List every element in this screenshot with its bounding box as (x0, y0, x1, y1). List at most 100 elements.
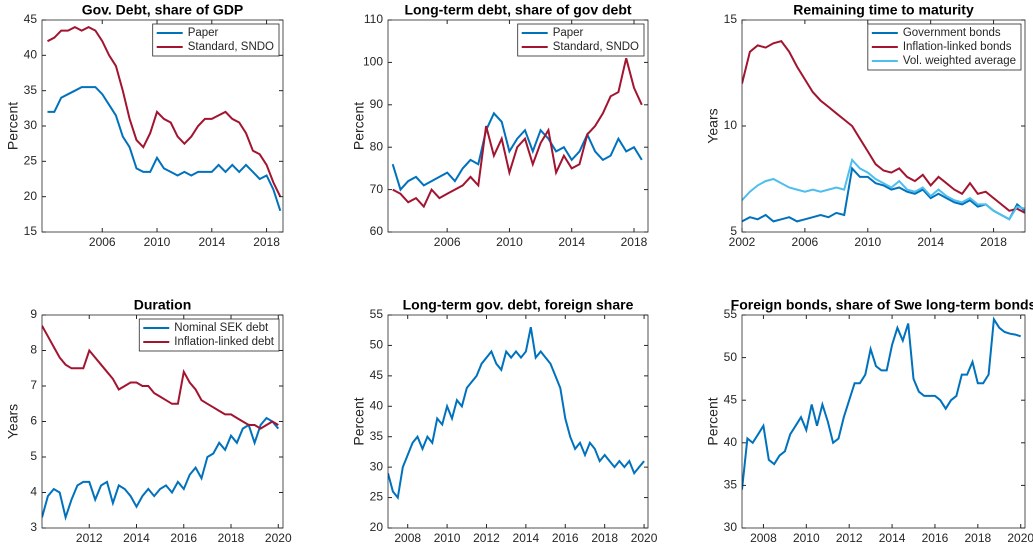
y-tick-label: 55 (724, 307, 738, 321)
x-tick-label: 2012 (836, 531, 863, 545)
y-tick-label: 100 (363, 55, 383, 69)
y-tick-label: 15 (24, 224, 38, 238)
y-tick-label: 60 (370, 224, 384, 238)
x-tick-label: 2002 (729, 235, 756, 249)
legend-label: Standard, SNDO (188, 41, 274, 53)
y-tick-label: 35 (724, 478, 738, 492)
subplot: 2006 2010 2014 2018 15 20 25 30 35 40 45 Gov. Debt,… (5, 2, 284, 249)
y-tick-label: 25 (370, 490, 384, 504)
axes-box (387, 19, 649, 233)
x-tick-label: 2018 (980, 235, 1007, 249)
subplot: 2008 2010 2012 2014 2016 2018 2020202530354045… (351, 297, 658, 545)
legend: Paper Standard, SNDO (517, 23, 645, 57)
x-tick-label: 2020 (265, 531, 292, 545)
y-tick-label: 9 (30, 307, 37, 321)
y-tick-label: 30 (24, 118, 38, 132)
x-tick-label: 2014 (198, 235, 225, 249)
data-line (391, 111, 643, 192)
y-tick-label: 80 (370, 139, 384, 153)
x-tick-label: 2008 (394, 531, 421, 545)
axes-box (387, 314, 649, 529)
x-tick-label: 2010 (144, 235, 171, 249)
x-tick-label: 2016 (170, 531, 197, 545)
y-tick-label: 40 (724, 435, 738, 449)
legend-label: Paper (188, 27, 219, 39)
subplot: 2008 2010 2012 2014 2016 2018 2020 30 35 40 45 50 55… (705, 297, 1033, 545)
y-tick-label: 45 (724, 392, 738, 406)
y-tick-label: 40 (370, 398, 384, 412)
legend-label: Government bonds (903, 27, 1001, 39)
y-tick-label: 6 (30, 414, 37, 428)
y-tick-label: 35 (24, 83, 38, 97)
y-tick-label: 25 (24, 154, 38, 168)
y-tick-label: 110 (364, 12, 383, 26)
data-line (742, 166, 1025, 223)
data-line (742, 157, 1025, 221)
x-tick-label: 2014 (558, 235, 585, 249)
legend-label: Inflation-linked debt (174, 336, 275, 348)
y-tick-label: 35 (370, 429, 384, 443)
y-tick-label: 90 (370, 97, 384, 111)
legend-label: Inflation-linked bonds (903, 41, 1012, 53)
x-tick-label: 2014 (123, 531, 150, 545)
legend-label: Vol. weighted average (903, 55, 1016, 67)
y-tick-label: 45 (24, 12, 38, 26)
x-tick-label: 2016 (922, 531, 949, 545)
y-tick-label: 8 (30, 343, 37, 357)
subplot: 2006 2010 2014 2018 60 70 80 90 100 110 Long-term … (351, 2, 649, 249)
legend-label: Standard, SNDO (553, 41, 639, 53)
x-tick-label: 2020 (1007, 531, 1033, 545)
x-tick-label: 2014 (879, 531, 906, 545)
subplot: 2002 2006 2010 2014 2018 5 10 15 Remaining time … (705, 2, 1026, 249)
y-tick-label: 15 (724, 12, 738, 26)
y-tick-label: 20 (24, 189, 38, 203)
y-axis-label: Years (5, 404, 21, 439)
legend-box (517, 23, 645, 57)
chart-title: Duration (134, 297, 192, 313)
x-tick-label: 2006 (792, 235, 819, 249)
x-tick-label: 2012 (473, 531, 500, 545)
x-tick-label: 2012 (76, 531, 103, 545)
x-tick-label: 2018 (621, 235, 648, 249)
y-tick-label: 70 (370, 182, 384, 196)
legend-label: Paper (553, 27, 584, 39)
x-tick-label: 2016 (552, 531, 579, 545)
data-line (42, 325, 279, 430)
data-line (47, 86, 282, 212)
y-tick-label: 50 (370, 338, 384, 352)
legend: Paper Standard, SNDO (152, 23, 280, 57)
x-tick-label: 2020 (631, 531, 658, 545)
x-tick-label: 2014 (513, 531, 540, 545)
y-tick-label: 10 (724, 118, 738, 132)
y-axis-label: Percent (705, 397, 721, 445)
data-line (742, 316, 1022, 490)
chart-title: Foreign bonds, share of Swe long-term bo… (731, 297, 1033, 313)
legend: Government bonds Inflation-linked bonds Vo… (867, 23, 1022, 71)
x-tick-label: 2014 (917, 235, 944, 249)
axes-box (741, 314, 1026, 529)
chart-title: Long-term gov. debt, foreign share (403, 297, 634, 313)
data-line (742, 40, 1025, 214)
y-tick-label: 5 (730, 224, 737, 238)
y-axis-label: Years (705, 108, 721, 143)
x-tick-label: 2018 (591, 531, 618, 545)
x-tick-label: 2010 (854, 235, 881, 249)
y-axis-label: Percent (351, 397, 367, 445)
x-tick-label: 2010 (793, 531, 820, 545)
data-line (392, 57, 643, 209)
chart-title: Long-term debt, share of gov debt (404, 2, 631, 18)
y-tick-label: 40 (24, 48, 38, 62)
x-tick-label: 2006 (89, 235, 116, 249)
chart-title: Gov. Debt, share of GDP (82, 2, 244, 18)
x-tick-label: 2010 (496, 235, 523, 249)
chart-title: Remaining time to maturity (793, 2, 974, 18)
subplot: 2012 2014 2016 2018 2020 3 4 5 6 7 8 9 Duration Years… (5, 297, 292, 545)
data-line (42, 416, 280, 522)
data-line (388, 327, 645, 500)
y-axis-label: Percent (5, 102, 21, 150)
legend: Nominal SEK debt Inflation-linked debt (138, 318, 280, 352)
y-tick-label: 3 (30, 520, 37, 534)
x-tick-label: 2006 (434, 235, 461, 249)
y-tick-label: 20 (370, 520, 384, 534)
